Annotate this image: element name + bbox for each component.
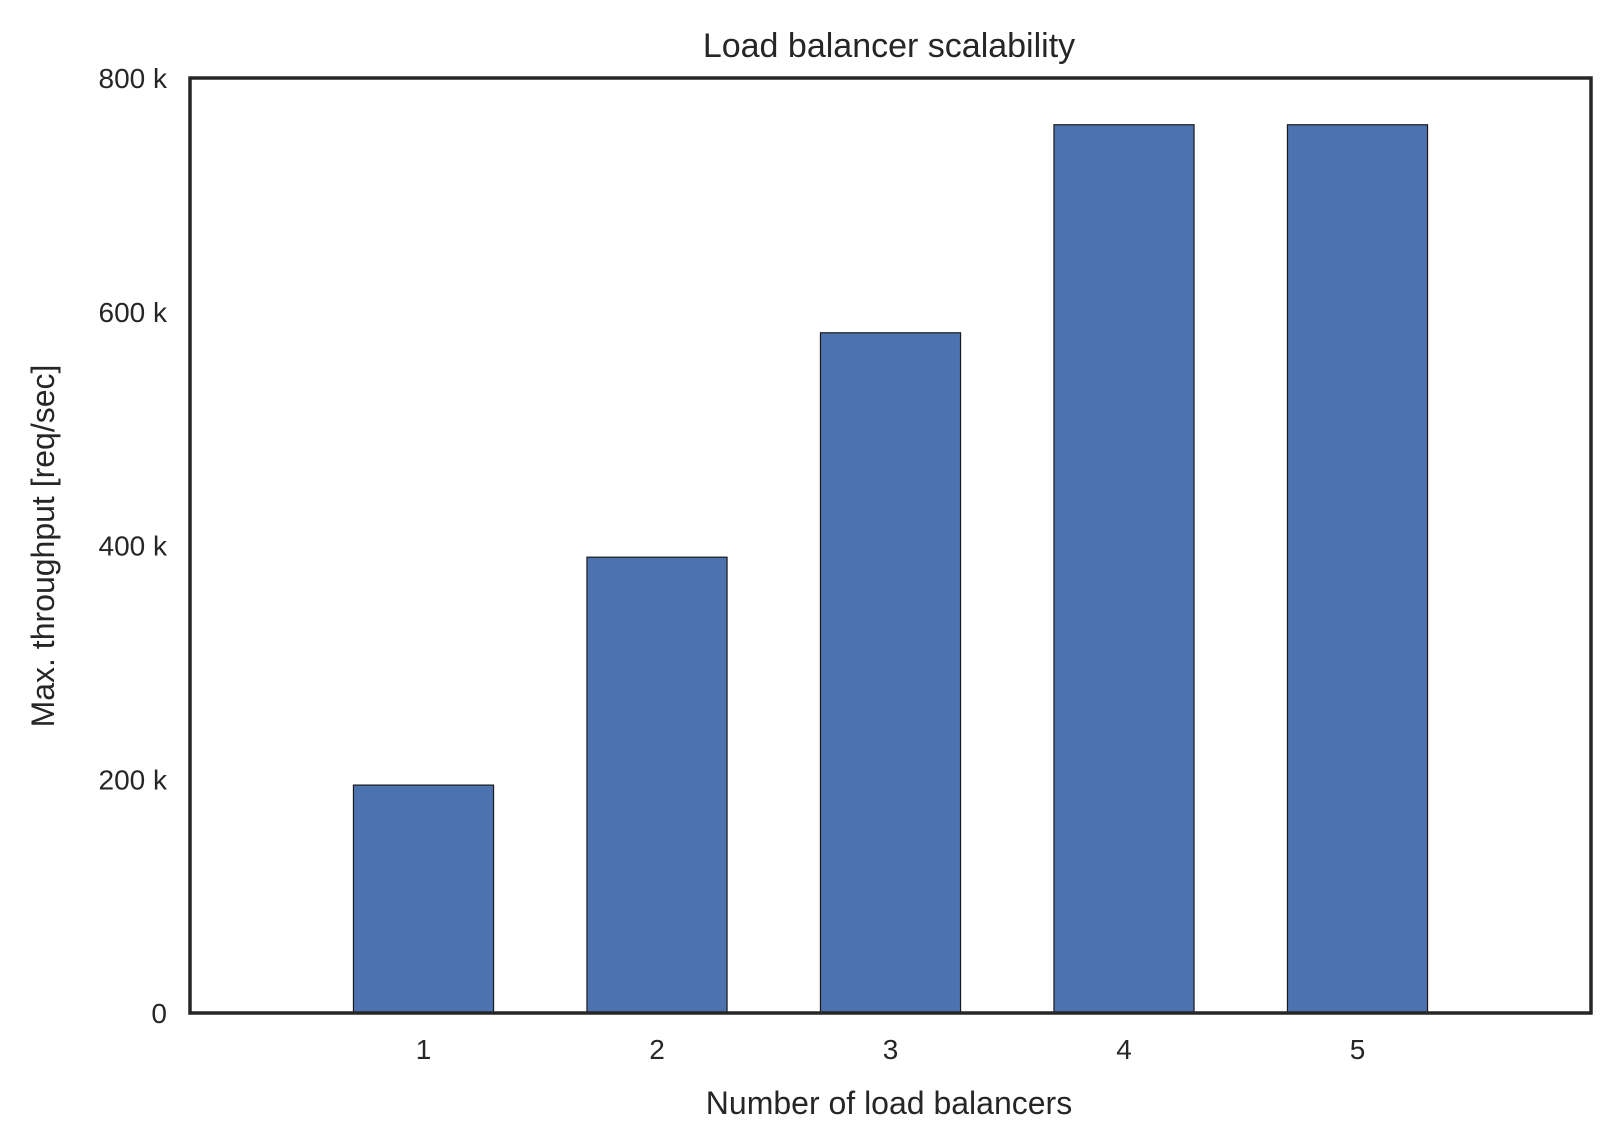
y-tick-label: 0 (151, 998, 167, 1029)
x-tick-label: 3 (883, 1034, 899, 1065)
bars-group (352, 124, 1429, 1014)
x-tick-label: 5 (1350, 1034, 1366, 1065)
y-tick-labels: 0 200 k 400 k 600 k 800 k (99, 63, 168, 1029)
bar-3 (819, 332, 962, 1014)
bar-1 (352, 784, 495, 1014)
plot-frame (188, 76, 1593, 1015)
x-tick-labels: 1 2 3 4 5 (416, 1034, 1366, 1065)
bar-2 (586, 556, 728, 1014)
x-tick-label: 2 (649, 1034, 665, 1065)
y-tick-label: 200 k (99, 764, 168, 795)
y-tick-label: 600 k (99, 297, 168, 328)
bar-4 (1053, 124, 1195, 1014)
y-axis-label: Max. throughput [req/sec] (25, 365, 61, 728)
bar-5 (1286, 124, 1429, 1014)
y-tick-label: 800 k (99, 63, 168, 94)
chart-title: Load balancer scalability (703, 27, 1075, 65)
x-tick-label: 4 (1116, 1034, 1132, 1065)
x-axis-label: Number of load balancers (706, 1085, 1072, 1121)
y-tick-label: 400 k (99, 531, 168, 562)
x-tick-label: 1 (416, 1034, 432, 1065)
